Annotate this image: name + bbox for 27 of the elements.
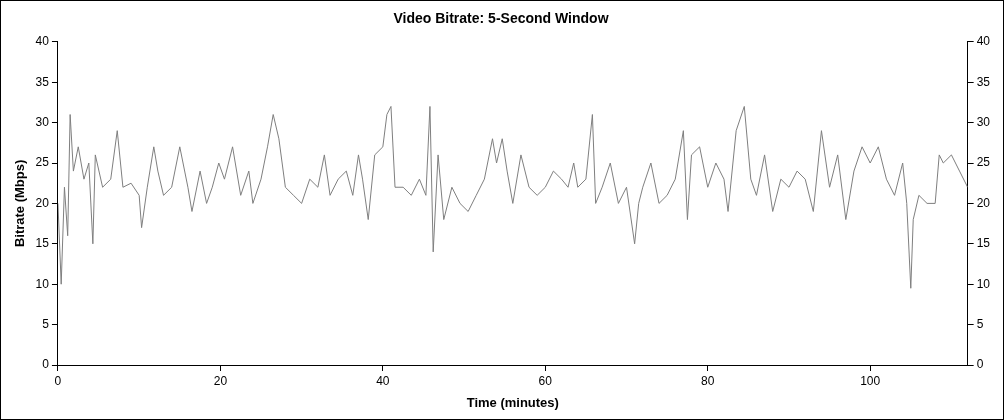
y2-tick-label: 30	[976, 114, 991, 129]
y2-tick-label: 35	[976, 74, 991, 89]
y-tick-label: 25	[35, 155, 50, 170]
y-tick-label: 15	[35, 236, 50, 251]
y2-tick-label: 15	[976, 236, 991, 251]
y2-tick-label: 40	[976, 34, 991, 49]
x-tick-label: 20	[213, 373, 228, 388]
x-tick-label: 100	[860, 373, 881, 388]
y-tick-label: 30	[35, 114, 50, 129]
y2-tick-label: 25	[976, 155, 991, 170]
y-tick-label: 20	[35, 195, 50, 210]
y-axis-title: Bitrate (Mbps)	[12, 159, 28, 248]
y2-tick-label: 0	[976, 357, 984, 372]
y-tick-label: 5	[42, 316, 50, 331]
y2-tick-label: 5	[976, 316, 984, 331]
chart-title: Video Bitrate: 5-Second Window	[393, 10, 609, 27]
y-tick-label: 35	[35, 74, 50, 89]
y2-tick-label: 10	[976, 276, 991, 291]
x-tick-label: 80	[701, 373, 715, 388]
x-tick-label: 60	[538, 373, 553, 388]
y2-tick-label: 20	[976, 195, 991, 210]
x-tick-label: 40	[376, 373, 390, 388]
y-tick-label: 40	[35, 34, 50, 49]
y-tick-label: 10	[35, 276, 50, 291]
x-axis-title: Time (minutes)	[466, 394, 559, 410]
x-tick-label: 0	[54, 373, 62, 388]
y-tick-label: 0	[42, 357, 50, 372]
